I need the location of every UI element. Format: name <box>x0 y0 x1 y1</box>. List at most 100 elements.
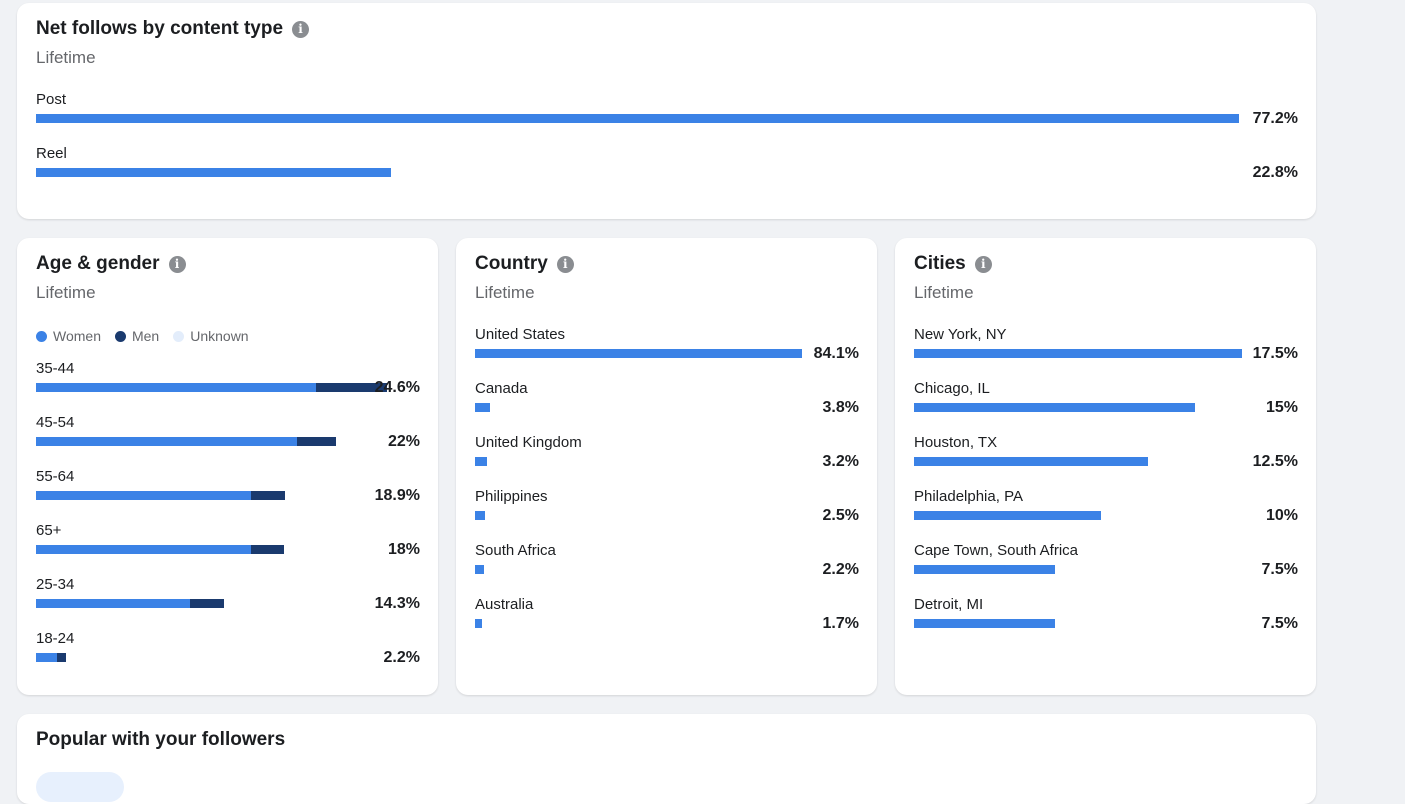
net_follows-row: Reel 22.8% <box>36 145 1298 199</box>
cities-bar-track <box>914 349 1244 358</box>
filter-pill[interactable] <box>36 772 124 802</box>
cities-row-label: Cape Town, South Africa <box>914 542 1078 559</box>
country-row: United Kingdom 3.2% <box>475 434 859 488</box>
age-gender-row-value: 18% <box>387 541 420 558</box>
country-bar <box>475 619 482 628</box>
net_follows-bar <box>36 114 1239 123</box>
age-gender-row: 65+ 18% <box>36 522 420 576</box>
net_follows-bar <box>36 168 391 177</box>
cities-bar-track <box>914 403 1244 412</box>
age-gender-bar-track <box>36 437 366 446</box>
cities-bar-track <box>914 457 1244 466</box>
age-gender-women-bar <box>36 437 297 446</box>
age-gender-row-label: 45-54 <box>36 414 75 431</box>
age-gender-row-value: 2.2% <box>383 649 420 666</box>
country-row: Philippines 2.5% <box>475 488 859 542</box>
age-gender-bar-track <box>36 653 366 662</box>
net_follows-row-label: Post <box>36 91 67 108</box>
country-bar-track <box>475 403 805 412</box>
net-follows-subtitle: Lifetime <box>36 48 96 67</box>
country-bar <box>475 403 490 412</box>
age-gender-women-bar <box>36 383 316 392</box>
age-gender-men-bar <box>57 653 66 662</box>
cities-title: Cities <box>914 253 966 274</box>
age-gender-row: 35-44 24.6% <box>36 360 420 414</box>
cities-row-value: 7.5% <box>1261 615 1298 632</box>
age-gender-row: 25-34 14.3% <box>36 576 420 630</box>
country-bar-track <box>475 349 805 358</box>
age-gender-row-label: 35-44 <box>36 360 75 377</box>
cities-row: Cape Town, South Africa 7.5% <box>914 542 1298 596</box>
age-gender-women-bar <box>36 653 57 662</box>
country-row-value: 3.8% <box>822 399 859 416</box>
age-gender-subtitle: Lifetime <box>36 283 96 302</box>
age-gender-title-wrap: Age & gender i <box>36 253 186 275</box>
net_follows-bar-track <box>36 168 1246 177</box>
cities-bar <box>914 403 1195 412</box>
net_follows-row-value: 22.8% <box>1252 164 1298 181</box>
country-row-label: Australia <box>475 596 534 613</box>
age-gender-row: 18-24 2.2% <box>36 630 420 684</box>
age-gender-bar-track <box>36 491 366 500</box>
info-icon[interactable]: i <box>168 255 186 273</box>
cities-bar <box>914 511 1101 520</box>
country-row-label: United States <box>475 326 566 343</box>
net-follows-title: Net follows by content type <box>36 18 284 39</box>
country-row-label: Philippines <box>475 488 548 505</box>
country-row-value: 3.2% <box>822 453 859 470</box>
cities-row-value: 15% <box>1265 399 1298 416</box>
age-gender-row-label: 65+ <box>36 522 62 539</box>
age-gender-women-bar <box>36 545 251 554</box>
country-bar <box>475 565 484 574</box>
women-dot-icon <box>36 330 47 342</box>
legend-women: Women <box>36 328 101 344</box>
cities-row-value: 7.5% <box>1261 561 1298 578</box>
age-gender-title: Age & gender <box>36 253 160 274</box>
cities-row: Chicago, IL 15% <box>914 380 1298 434</box>
info-icon[interactable]: i <box>556 255 574 273</box>
country-title: Country <box>475 253 548 274</box>
age-gender-row-value: 18.9% <box>374 487 420 504</box>
age-gender-bar-track <box>36 599 366 608</box>
cities-bar-track <box>914 619 1244 628</box>
cities-bar <box>914 457 1148 466</box>
country-title-wrap: Country i <box>475 253 574 275</box>
age-gender-row-value: 14.3% <box>374 595 420 612</box>
age-gender-women-bar <box>36 491 251 500</box>
country-row-label: South Africa <box>475 542 556 559</box>
age-gender-bar-track <box>36 545 366 554</box>
age-gender-men-bar <box>251 491 285 500</box>
age-gender-men-bar <box>297 437 336 446</box>
cities-row-label: Philadelphia, PA <box>914 488 1023 505</box>
age-gender-legend: Women Men Unknown <box>36 328 263 344</box>
country-bar-track <box>475 619 805 628</box>
age-gender-men-bar <box>251 545 284 554</box>
cities-row-label: Detroit, MI <box>914 596 984 613</box>
net-follows-title-wrap: Net follows by content type i <box>36 18 310 40</box>
cities-row-value: 10% <box>1265 507 1298 524</box>
country-bar <box>475 457 487 466</box>
country-row: Canada 3.8% <box>475 380 859 434</box>
cities-row: Detroit, MI 7.5% <box>914 596 1298 650</box>
popular-title: Popular with your followers <box>36 729 286 750</box>
cities-bar <box>914 349 1242 358</box>
cities-row-value: 12.5% <box>1252 453 1298 470</box>
unknown-dot-icon <box>173 330 185 342</box>
net_follows-row-value: 77.2% <box>1252 110 1298 127</box>
cities-title-wrap: Cities i <box>914 253 992 275</box>
legend-men-label: Men <box>131 328 160 344</box>
cities-row: New York, NY 17.5% <box>914 326 1298 380</box>
age-gender-row: 55-64 18.9% <box>36 468 420 522</box>
country-row: Australia 1.7% <box>475 596 859 650</box>
age-gender-bar-track <box>36 383 387 392</box>
age-gender-row-value: 24.6% <box>374 379 420 396</box>
age-gender-row-label: 55-64 <box>36 468 75 485</box>
country-bar-track <box>475 511 805 520</box>
info-icon[interactable]: i <box>974 255 992 273</box>
cities-bar-track <box>914 511 1244 520</box>
age-gender-men-bar <box>316 383 387 392</box>
info-icon[interactable]: i <box>292 20 310 38</box>
net_follows-row-label: Reel <box>36 145 67 162</box>
country-card: Country i Lifetime United States 84.1% Can… <box>456 238 877 695</box>
cities-row-value: 17.5% <box>1252 345 1298 362</box>
